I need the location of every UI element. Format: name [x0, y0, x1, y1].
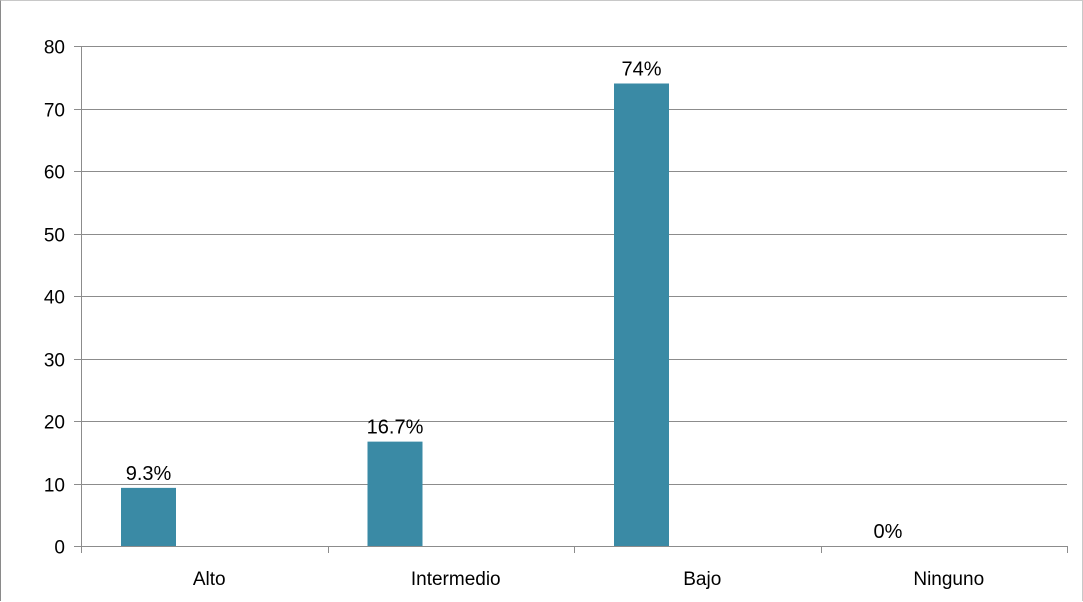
bars — [121, 83, 669, 546]
x-category-label: Bajo — [683, 569, 721, 590]
data-label: 9.3% — [126, 463, 172, 485]
data-label: 16.7% — [367, 417, 424, 439]
y-tick-label: 50 — [44, 226, 65, 247]
data-label: 74% — [621, 59, 661, 81]
labels: 0 10 20 30 40 50 60 70 80 9.3% Alto 16.7% Intermedio… — [44, 38, 984, 591]
x-category-label: Intermedio — [411, 569, 501, 590]
y-tick-label: 10 — [44, 476, 65, 497]
y-tick-label: 30 — [44, 351, 65, 372]
gridlines — [81, 46, 1067, 485]
y-tick-label: 80 — [44, 38, 65, 59]
bar — [121, 487, 176, 546]
bar — [367, 441, 423, 546]
bar — [614, 83, 669, 546]
data-label: 0% — [874, 521, 903, 543]
y-tick-label: 40 — [44, 288, 65, 309]
y-tick-label: 20 — [44, 413, 65, 434]
x-category-label: Alto — [193, 569, 226, 590]
y-tick-label: 60 — [44, 163, 65, 184]
x-category-label: Ninguno — [913, 569, 984, 590]
axes — [74, 46, 1068, 553]
y-tick-label: 70 — [44, 101, 65, 122]
y-tick-label: 0 — [54, 538, 65, 559]
